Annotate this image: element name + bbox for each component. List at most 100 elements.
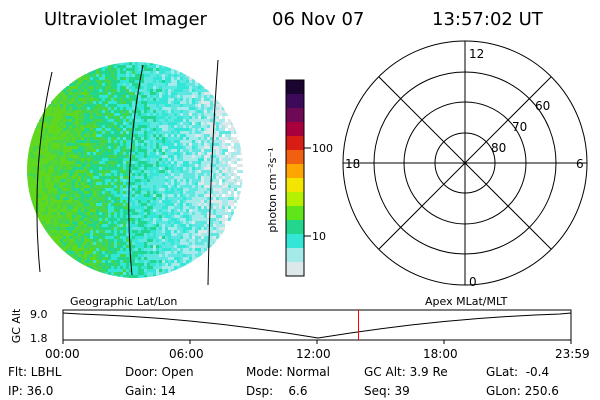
disc-pixel	[144, 206, 147, 209]
disc-pixel	[228, 137, 231, 140]
disc-pixel	[105, 140, 108, 143]
disc-pixel	[132, 191, 135, 194]
disc-pixel	[66, 155, 69, 158]
disc-pixel	[171, 203, 174, 206]
disc-pixel	[234, 140, 237, 143]
disc-pixel	[156, 221, 159, 224]
disc-pixel	[69, 131, 72, 134]
disc-pixel	[51, 203, 54, 206]
disc-pixel	[207, 200, 210, 203]
disc-pixel	[216, 134, 219, 137]
disc-pixel	[126, 110, 129, 113]
disc-pixel	[171, 248, 174, 251]
disc-pixel	[114, 269, 117, 272]
disc-pixel	[204, 236, 207, 239]
disc-pixel	[141, 209, 144, 212]
disc-pixel	[111, 209, 114, 212]
disc-pixel	[150, 224, 153, 227]
disc-pixel	[54, 155, 57, 158]
disc-pixel	[117, 89, 120, 92]
disc-pixel	[228, 152, 231, 155]
disc-pixel	[135, 65, 138, 68]
disc-pixel	[132, 233, 135, 236]
disc-pixel	[183, 173, 186, 176]
disc-pixel	[66, 254, 69, 257]
disc-pixel	[216, 200, 219, 203]
disc-pixel	[69, 251, 72, 254]
disc-pixel	[111, 197, 114, 200]
disc-pixel	[174, 176, 177, 179]
timeline-ticks	[62, 340, 572, 344]
disc-pixel	[54, 122, 57, 125]
disc-pixel	[72, 92, 75, 95]
disc-pixel	[171, 212, 174, 215]
disc-pixel	[111, 71, 114, 74]
disc-pixel	[159, 116, 162, 119]
disc-pixel	[171, 128, 174, 131]
disc-pixel	[60, 128, 63, 131]
disc-pixel	[144, 230, 147, 233]
disc-pixel	[222, 188, 225, 191]
disc-pixel	[51, 128, 54, 131]
disc-pixel	[90, 149, 93, 152]
disc-pixel	[75, 200, 78, 203]
disc-pixel	[108, 104, 111, 107]
disc-pixel	[27, 191, 30, 194]
disc-pixel	[114, 71, 117, 74]
disc-pixel	[174, 260, 177, 263]
disc-pixel	[132, 206, 135, 209]
disc-pixel	[90, 104, 93, 107]
disc-pixel	[60, 146, 63, 149]
disc-pixel	[114, 170, 117, 173]
disc-pixel	[81, 224, 84, 227]
disc-pixel	[81, 185, 84, 188]
disc-pixel	[30, 206, 33, 209]
disc-pixel	[90, 236, 93, 239]
disc-pixel	[63, 104, 66, 107]
disc-pixel	[126, 266, 129, 269]
disc-pixel	[87, 269, 90, 272]
disc-pixel	[99, 68, 102, 71]
disc-pixel	[75, 137, 78, 140]
disc-pixel	[117, 224, 120, 227]
disc-pixel	[75, 119, 78, 122]
disc-pixel	[195, 161, 198, 164]
disc-pixel	[114, 248, 117, 251]
disc-pixel	[48, 164, 51, 167]
disc-pixel	[159, 110, 162, 113]
disc-pixel	[150, 215, 153, 218]
disc-pixel	[141, 86, 144, 89]
disc-pixel	[234, 167, 237, 170]
disc-pixel	[117, 185, 120, 188]
disc-pixel	[165, 140, 168, 143]
disc-pixel	[102, 272, 105, 275]
disc-pixel	[81, 83, 84, 86]
disc-pixel	[90, 206, 93, 209]
disc-pixel	[192, 230, 195, 233]
disc-pixel	[192, 176, 195, 179]
disc-pixel	[129, 209, 132, 212]
disc-pixel	[201, 227, 204, 230]
disc-pixel	[183, 125, 186, 128]
disc-pixel	[108, 257, 111, 260]
disc-pixel	[69, 158, 72, 161]
disc-pixel	[129, 125, 132, 128]
disc-pixel	[156, 158, 159, 161]
disc-pixel	[51, 161, 54, 164]
disc-pixel	[189, 137, 192, 140]
disc-pixel	[174, 110, 177, 113]
disc-pixel	[180, 164, 183, 167]
disc-pixel	[183, 209, 186, 212]
disc-pixel	[165, 215, 168, 218]
disc-pixel	[192, 263, 195, 266]
disc-pixel	[39, 206, 42, 209]
disc-pixel	[192, 104, 195, 107]
disc-pixel	[192, 152, 195, 155]
disc-pixel	[147, 101, 150, 104]
disc-pixel	[105, 251, 108, 254]
disc-pixel	[183, 224, 186, 227]
disc-pixel	[150, 251, 153, 254]
disc-pixel	[90, 239, 93, 242]
disc-pixel	[162, 227, 165, 230]
disc-pixel	[231, 218, 234, 221]
